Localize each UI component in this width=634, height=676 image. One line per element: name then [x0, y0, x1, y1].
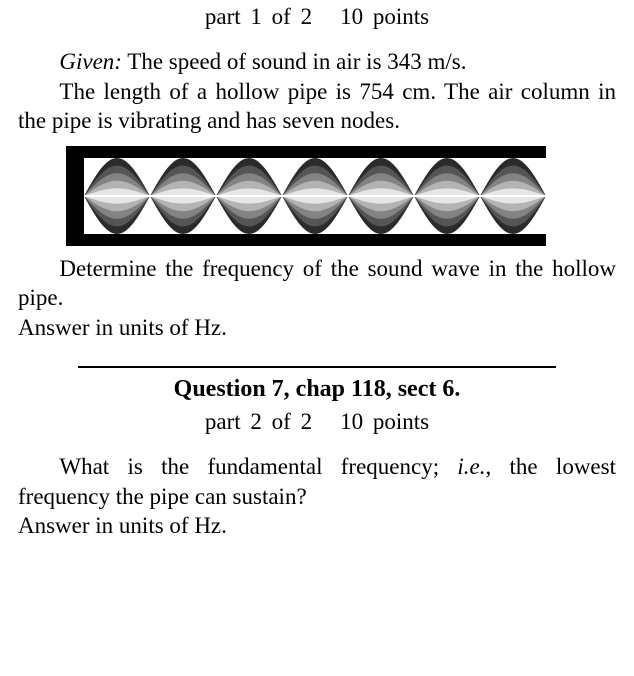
q6-prompt: Determine the frequency of the sound wav… [18, 254, 616, 313]
page: part 1 of 2 10 points Given: The speed of… [0, 2, 634, 565]
q7-answer-line: Answer in units of Hz. [18, 511, 616, 540]
q6-given-text: The speed of sound in air is 343 m/s. [122, 49, 467, 74]
q6-given-line: Given: The speed of sound in air is 343 … [18, 47, 616, 76]
q7-points: 10 points [340, 409, 429, 434]
q6-answer-line: Answer in units of Hz. [18, 313, 616, 342]
divider-rule [78, 366, 556, 368]
q7-body: What is the fundamental frequency; i.e.,… [18, 452, 616, 511]
q6-part-of: part 1 of 2 [205, 4, 312, 29]
given-label: Given: [59, 49, 122, 74]
q6-points: 10 points [340, 4, 429, 29]
q7-body-ital: i.e. [457, 454, 485, 479]
q7-part-of: part 2 of 2 [205, 409, 312, 434]
q7-header: Question 7, chap 118, sect 6. [18, 374, 616, 405]
pipe-figure [66, 146, 546, 246]
pipe-figure-wrap [66, 146, 616, 246]
q7-part-line: part 2 of 2 10 points [18, 407, 616, 436]
q6-part-line: part 1 of 2 10 points [18, 2, 616, 31]
q6-body: The length of a hollow pipe is 754 cm. T… [18, 77, 616, 136]
q7-body-prefix: What is the fundamental frequency; [59, 454, 457, 479]
